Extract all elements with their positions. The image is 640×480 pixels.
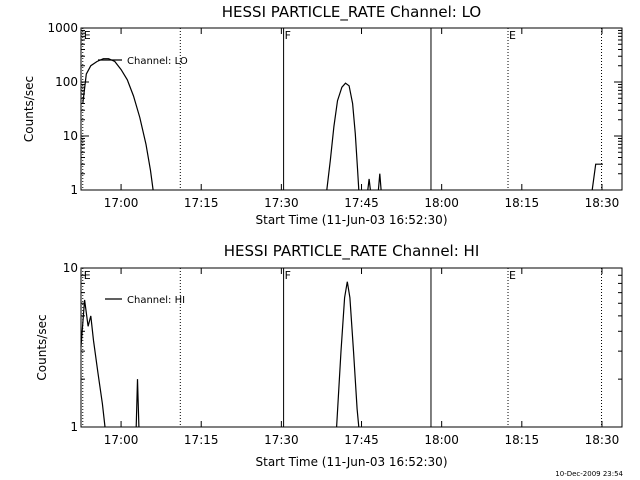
x-tick-label: 17:45 [344, 196, 379, 210]
panel-lo: HESSI PARTICLE_RATE Channel: LO 17:00 17:1… [22, 3, 623, 227]
panel-hi: HESSI PARTICLE_RATE Channel: HI 17:00 17:1… [35, 242, 623, 469]
legend-label: Channel: HI [127, 295, 185, 306]
y-tick-label: 1 [70, 183, 78, 197]
plot-frame [80, 267, 623, 428]
x-tick-label: 18:15 [505, 196, 540, 210]
footer-timestamp: 10-Dec-2009 23:54 [555, 470, 623, 478]
y-axis-label: Counts/sec [35, 314, 49, 380]
series-line-segment [80, 299, 106, 428]
y-tick-label: 10 [63, 261, 78, 275]
y-tick-label: 1 [70, 420, 78, 434]
event-marker-label: E [509, 269, 516, 282]
x-tick-label: 18:15 [505, 433, 540, 447]
y-tick-label: 100 [55, 75, 78, 89]
event-marker-label: F [285, 29, 291, 42]
x-tick-label: 17:15 [184, 196, 219, 210]
x-tick-label: 18:00 [424, 433, 459, 447]
plot-frame [80, 27, 623, 191]
event-marker-label: F [285, 269, 291, 282]
x-axis-label: Start Time (11-Jun-03 16:52:30) [256, 213, 448, 227]
x-tick-label: 17:45 [344, 433, 379, 447]
x-tick-label: 17:00 [104, 433, 139, 447]
series-line-segment [82, 58, 154, 191]
y-tick-label: 10 [63, 129, 78, 143]
x-tick-label: 18:00 [424, 196, 459, 210]
series-line-segment [336, 281, 360, 428]
x-tick-label: 17:15 [184, 433, 219, 447]
x-tick-label: 17:00 [104, 196, 139, 210]
x-tick-label: 17:30 [264, 433, 299, 447]
event-marker-label: E [509, 29, 516, 42]
series-line-segment [591, 163, 603, 191]
y-axis-label: Counts/sec [22, 76, 36, 142]
series-line-segment [135, 379, 140, 428]
event-marker-label: E [84, 269, 91, 282]
x-tick-label: 17:30 [264, 196, 299, 210]
series-line-segment [377, 173, 382, 191]
chart-title: HESSI PARTICLE_RATE Channel: LO [222, 3, 481, 22]
series-line-segment [367, 178, 371, 191]
chart-title: HESSI PARTICLE_RATE Channel: HI [224, 242, 480, 261]
x-axis-label: Start Time (11-Jun-03 16:52:30) [256, 455, 448, 469]
event-marker-label: E [84, 29, 91, 42]
y-tick-label: 1000 [47, 21, 78, 35]
x-tick-label: 18:30 [585, 196, 620, 210]
series-line-segment [326, 82, 360, 191]
legend-label: Channel: LO [127, 56, 188, 67]
x-tick-label: 18:30 [585, 433, 620, 447]
